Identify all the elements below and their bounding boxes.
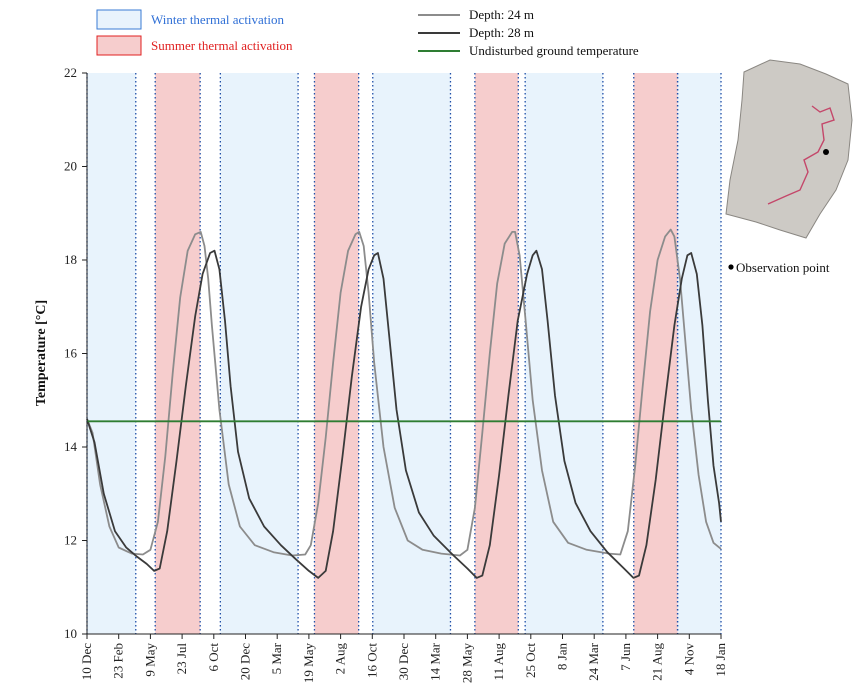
x-tick-label: 6 Oct — [206, 643, 221, 672]
y-axis-title: Temperature [°C] — [34, 300, 49, 406]
winter-band — [525, 73, 603, 634]
plot-area — [86, 73, 722, 634]
x-tick-label: 9 May — [142, 643, 157, 677]
summer-band — [314, 73, 359, 634]
inset-region-shape — [725, 59, 853, 239]
x-tick-label: 16 Oct — [364, 643, 379, 678]
legend-summer-swatch — [96, 35, 142, 56]
observation-point-label: Observation point — [736, 260, 830, 275]
y-tick-label: 16 — [64, 346, 78, 361]
legend-undisturbed-label: Undisturbed ground temperature — [469, 43, 639, 58]
legend-depth24-label: Depth: 24 m — [469, 7, 534, 22]
x-tick-label: 7 Jun — [618, 643, 633, 671]
x-tick-label: 23 Feb — [111, 643, 126, 679]
x-tick-label: 28 May — [459, 643, 474, 684]
x-tick-label: 2 Aug — [333, 643, 348, 675]
y-tick-label: 14 — [64, 439, 78, 454]
legend-winter-label: Winter thermal activation — [151, 12, 285, 27]
x-tick-label: 14 Mar — [428, 642, 443, 681]
winter-band — [372, 73, 451, 634]
y-tick-label: 10 — [64, 626, 77, 641]
x-tick-label: 24 Mar — [586, 642, 601, 681]
x-tick-label: 10 Dec — [79, 643, 94, 680]
x-tick-label: 18 Jan — [713, 643, 728, 677]
legend-depth28-label: Depth: 28 m — [469, 25, 534, 40]
inset-tunnel-path — [767, 105, 835, 205]
y-tick-label: 18 — [64, 252, 77, 267]
legend-summer-label: Summer thermal activation — [151, 38, 293, 53]
x-tick-label: 4 Nov — [681, 643, 696, 676]
x-tick-label: 20 Dec — [238, 643, 253, 680]
y-tick-label: 22 — [64, 65, 77, 80]
series-line-2 — [86, 249, 722, 579]
summer-band — [474, 73, 519, 634]
y-tick-label: 20 — [64, 159, 77, 174]
x-tick-label: 25 Oct — [523, 643, 538, 678]
winter-band — [220, 73, 299, 634]
observation-point-marker — [728, 264, 734, 270]
winter-band — [87, 73, 136, 634]
series-line-1 — [86, 228, 722, 557]
x-tick-label: 5 Mar — [269, 642, 284, 674]
y-tick-label: 12 — [64, 533, 77, 548]
legend-winter-swatch — [96, 9, 142, 30]
x-tick-label: 23 Jul — [174, 643, 189, 675]
inset-map: Observation point — [725, 59, 853, 275]
winter-band — [677, 73, 721, 634]
x-tick-label: 21 Aug — [650, 643, 665, 681]
x-tick-label: 19 May — [301, 643, 316, 684]
axes: 10 12 14 16 18 20 22 10 Dec 23 Feb 9 May 23 Jul 6 O… — [64, 65, 728, 683]
legend: Winter thermal activation Summer thermal… — [96, 7, 639, 58]
x-tick-label: 8 Jan — [555, 643, 570, 671]
inset-observation-point — [823, 149, 829, 155]
x-tick-label: 30 Dec — [396, 643, 411, 680]
summer-band — [155, 73, 201, 634]
x-tick-label: 11 Aug — [491, 643, 506, 681]
